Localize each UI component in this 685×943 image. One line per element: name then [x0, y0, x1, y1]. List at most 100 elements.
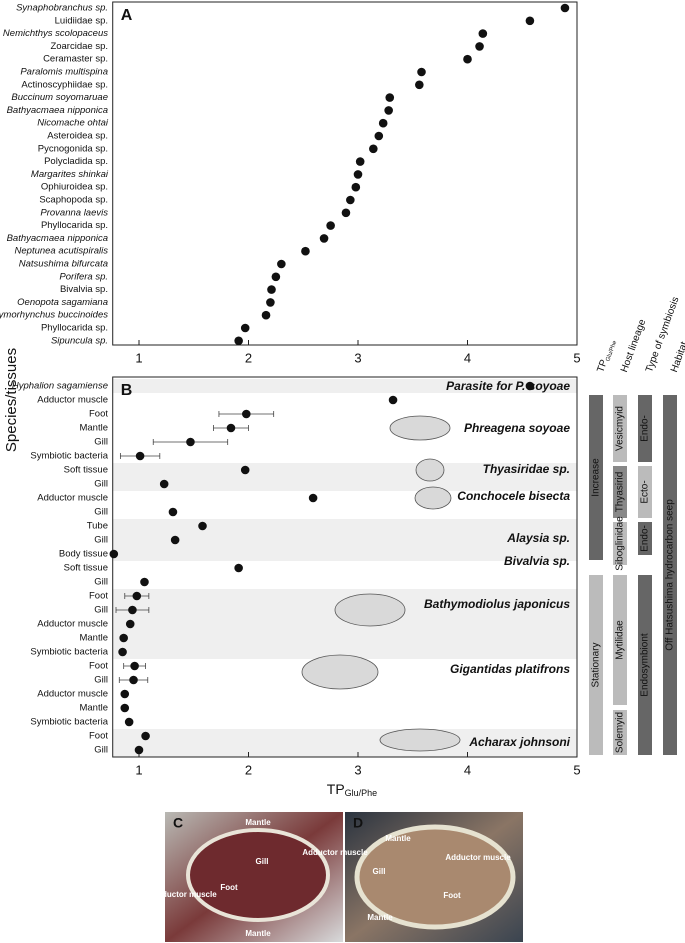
category-label: Synaphobranchus sp.: [16, 3, 108, 14]
annotation-bar: [638, 466, 652, 518]
data-point: [326, 221, 335, 230]
photos: [165, 812, 523, 942]
x-tick-label: 4: [464, 762, 471, 777]
annotation-label: Endo-: [640, 415, 651, 442]
data-point: [129, 675, 138, 685]
annotation-heading: Host lineage: [619, 318, 648, 374]
data-point: [267, 285, 276, 294]
annotation-heading: Habitat: [669, 340, 685, 374]
data-point: [560, 3, 570, 13]
data-point: [120, 703, 130, 713]
photo-label: Mantle: [245, 818, 271, 827]
photo-label: Foot: [443, 891, 461, 900]
y-axis-label: Species/tissues: [3, 348, 20, 452]
category-label: Soft tissue: [64, 563, 108, 574]
category-label: Gill: [94, 745, 108, 756]
data-point: [170, 535, 180, 545]
annotation-label: Thyasirid: [615, 472, 626, 513]
group-band: [112, 729, 577, 757]
category-label: Paralomis multispina: [20, 67, 108, 78]
x-tick-label: 3: [354, 762, 361, 777]
plot-frame: [112, 1, 578, 346]
photo-letter: C: [173, 815, 183, 831]
data-point: [388, 395, 398, 405]
annotation-label: Endo-: [640, 525, 651, 552]
data-point: [319, 234, 329, 243]
organism-icon: [379, 728, 461, 752]
annotation-label: Mytilidae: [615, 620, 626, 660]
photo-label: Gill: [373, 867, 386, 876]
category-label: Adductor muscle: [37, 493, 108, 504]
annotation-label: Stationary: [591, 642, 602, 687]
group-band: [112, 519, 577, 561]
category-label: Buccinum soyomaruae: [11, 92, 108, 103]
data-point: [346, 195, 355, 205]
panel-letter: A: [121, 7, 133, 24]
x-axis-label-main: TP: [327, 781, 345, 797]
category-label: Symbiotic bacteria: [30, 451, 108, 462]
annotation-bar: [638, 522, 652, 555]
category-label: Nemichthys scolopaceus: [3, 28, 108, 39]
category-label: Natsushima bifurcata: [19, 259, 108, 270]
category-label: Phyllocarida sp.: [41, 220, 108, 231]
x-tick-label: 5: [573, 350, 580, 365]
category-label: Gill: [94, 535, 108, 546]
group-label: Parasite for P. soyoae: [446, 379, 570, 393]
panel-letter: B: [121, 382, 133, 399]
annotation-bar: [613, 575, 627, 705]
data-point: [525, 16, 535, 26]
heading-sub: Glu/Phe: [605, 339, 618, 362]
category-label: Zoarcidae sp.: [50, 41, 108, 52]
group-label: Thyasiridae sp.: [483, 462, 570, 476]
data-point: [261, 310, 271, 320]
annotation-label: Increase: [591, 458, 602, 497]
category-label: Phyllocarida sp.: [41, 323, 108, 334]
category-label: Sipuncula sp.: [51, 335, 108, 346]
category-label: Provanna laevis: [40, 207, 108, 218]
group-label: Bivalvia sp.: [504, 554, 570, 568]
category-label: Neptunea acutispiralis: [15, 246, 109, 257]
category-label: Symbiotic bacteria: [30, 717, 108, 728]
data-point: [132, 591, 142, 601]
data-point: [378, 118, 388, 128]
x-tick-label: 2: [245, 762, 252, 777]
data-point: [109, 549, 119, 559]
data-point: [417, 67, 426, 77]
data-point: [135, 451, 145, 461]
category-label: Symbiotic bacteria: [30, 647, 108, 658]
annotation-bar: [613, 395, 627, 462]
category-label: Gill: [94, 675, 108, 686]
data-point: [240, 465, 250, 475]
photo-label: Adductor muscle: [445, 853, 511, 862]
organism-icon: [301, 654, 379, 690]
data-point: [125, 619, 135, 629]
data-point: [234, 336, 243, 346]
category-label: Gill: [94, 437, 108, 448]
photo-label: Mantle: [367, 913, 393, 922]
group-label: Alaysia sp.: [506, 531, 570, 545]
annotation-label: Vesicmyid: [615, 406, 626, 451]
data-point: [186, 437, 195, 447]
data-point: [355, 157, 365, 166]
category-label: Adductor muscle: [37, 619, 108, 630]
data-point: [266, 298, 275, 307]
data-point: [118, 647, 127, 657]
data-point: [119, 633, 128, 643]
category-label: Polycladida sp.: [44, 156, 108, 167]
category-label: Luidiidae sp.: [55, 15, 108, 26]
organism-icon: [414, 486, 452, 510]
x-tick-label: 1: [135, 762, 142, 777]
data-point: [384, 106, 393, 115]
annotation-bar: [663, 395, 677, 755]
plot-frame: [112, 376, 578, 758]
annotation-bar: [589, 395, 603, 560]
data-point: [140, 577, 149, 587]
photo-label: Gill: [256, 857, 269, 866]
data-point: [242, 409, 251, 419]
category-label: Actinoscyphiidae sp.: [21, 79, 108, 90]
data-point: [141, 731, 150, 741]
photo-letter: D: [353, 815, 363, 831]
annotation-label: Off Hatsushima hydrocarbon seep: [665, 499, 676, 651]
data-point: [124, 717, 134, 727]
photo-label: Adductor muscle: [302, 848, 368, 857]
